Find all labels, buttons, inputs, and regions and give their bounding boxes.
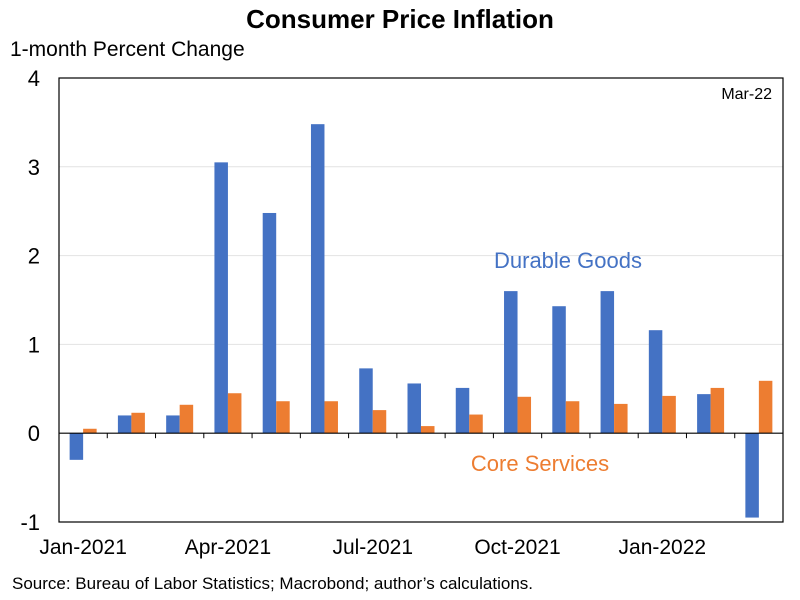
bar-core-services	[421, 426, 435, 434]
bar-core-services	[614, 403, 628, 434]
bar-durable-goods	[648, 330, 663, 434]
y-tick-label: 4	[28, 66, 40, 91]
bar-core-services	[758, 380, 773, 434]
chart-title: Consumer Price Inflation	[246, 4, 554, 34]
series-label-core-services: Core Services	[471, 451, 609, 476]
bar-durable-goods	[117, 415, 132, 434]
bar-durable-goods	[552, 306, 566, 434]
y-tick-label: 2	[28, 244, 40, 269]
bar-durable-goods	[504, 291, 518, 434]
bar-durable-goods	[262, 212, 277, 434]
bar-durable-goods	[214, 162, 228, 434]
x-tick-label: Jan-2021	[39, 536, 127, 559]
y-tick-label: -1	[20, 510, 40, 535]
axes	[58, 77, 784, 523]
gridlines	[59, 77, 783, 523]
y-tick-label: 1	[28, 332, 40, 357]
bar-core-services	[324, 401, 338, 434]
bar-durable-goods	[407, 383, 421, 434]
y-tick-label: 3	[28, 155, 40, 180]
series-label-durable-goods: Durable Goods	[494, 248, 642, 273]
bar-core-services	[517, 396, 532, 434]
bar-core-services	[469, 414, 483, 434]
bar-durable-goods	[600, 291, 615, 434]
bar-core-services	[83, 428, 97, 434]
bar-durable-goods	[310, 124, 325, 434]
plot-frame	[58, 77, 784, 523]
bar-durable-goods	[166, 415, 180, 434]
x-tick-label: Oct-2021	[474, 536, 560, 559]
date-note: Mar-22	[721, 86, 772, 103]
bar-durable-goods	[69, 433, 84, 460]
x-tick-label: Jul-2021	[332, 536, 413, 559]
x-tick-label: Jan-2022	[619, 536, 707, 559]
bar-core-services	[179, 404, 194, 434]
bar-core-services	[372, 410, 387, 434]
bar-core-services	[710, 387, 725, 434]
bars	[69, 124, 773, 518]
bar-core-services	[565, 401, 580, 434]
x-tick-label: Apr-2021	[185, 536, 271, 559]
bar-core-services	[662, 395, 676, 434]
y-tick-label: 0	[28, 421, 40, 446]
source-note: Source: Bureau of Labor Statistics; Macr…	[12, 574, 533, 593]
y-axis-label: 1-month Percent Change	[10, 38, 245, 61]
bar-core-services	[131, 412, 145, 434]
bar-durable-goods	[745, 433, 759, 518]
bar-core-services	[276, 401, 290, 434]
bar-durable-goods	[455, 387, 470, 434]
bar-durable-goods	[359, 368, 373, 434]
bar-core-services	[227, 393, 242, 434]
bar-durable-goods	[697, 394, 711, 434]
